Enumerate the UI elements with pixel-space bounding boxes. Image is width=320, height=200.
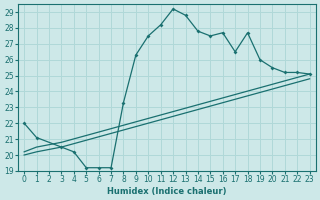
X-axis label: Humidex (Indice chaleur): Humidex (Indice chaleur)	[107, 187, 227, 196]
